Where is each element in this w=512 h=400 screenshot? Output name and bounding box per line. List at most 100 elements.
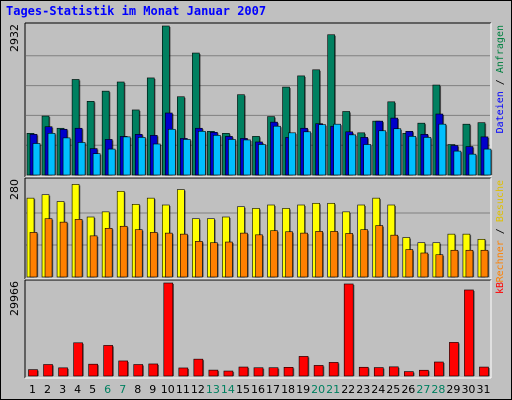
- bar-shadow: [130, 137, 132, 175]
- panel-top: 2932 Dateien / Anfragen: [8, 22, 506, 178]
- bar-shadow: [322, 232, 324, 277]
- legend-entry: Rechner: [495, 234, 506, 282]
- x-tick-label-day-17: 17: [266, 383, 280, 396]
- bar-shadow: [488, 368, 490, 376]
- bar-shadow: [109, 92, 111, 175]
- bar-shadow: [415, 137, 418, 175]
- bar-seiten-day-13: [213, 135, 221, 176]
- bar-seiten-day-8: [137, 137, 146, 176]
- bar-shadow: [340, 125, 342, 175]
- bar-kb-day-9: [148, 363, 159, 377]
- bar-shadow: [142, 365, 144, 376]
- bar-shadow: [262, 368, 265, 376]
- bar-rechner-day-22: [345, 233, 353, 278]
- bar-rechner-day-24: [375, 225, 384, 278]
- bar-shadow: [323, 366, 325, 376]
- bar-kb-day-18: [283, 367, 294, 377]
- bar-seiten-day-24: [378, 130, 387, 176]
- bar-rechner-day-28: [435, 254, 444, 278]
- x-tick-label-day-1: 1: [29, 383, 36, 396]
- bar-shadow: [262, 235, 264, 277]
- bar-shadow: [184, 190, 186, 277]
- bar-shadow: [412, 250, 415, 277]
- bar-kb-day-8: [133, 364, 144, 377]
- bar-shadow: [55, 134, 57, 175]
- bar-rechner-day-17: [270, 230, 278, 278]
- bar-shadow: [304, 76, 306, 175]
- x-tick-label-day-30: 30: [461, 383, 475, 396]
- bar-rechner-day-13: [210, 242, 218, 278]
- bar-shadow: [352, 234, 354, 277]
- bar-shadow: [112, 229, 114, 277]
- bar-seiten-day-31: [483, 148, 492, 176]
- bar-seiten-day-22: [348, 134, 356, 176]
- bar-shadow: [67, 223, 69, 277]
- panel-bottom-area: [25, 280, 491, 378]
- bar-shadow: [487, 251, 490, 277]
- bar-kb-day-30: [464, 289, 474, 377]
- bar-rechner-day-31: [480, 249, 489, 278]
- bar-rechner-day-21: [330, 231, 338, 278]
- bar-shadow: [427, 254, 430, 277]
- bar-shadow: [37, 370, 39, 376]
- bar-rechner-day-6: [104, 228, 113, 278]
- bar-shadow: [473, 290, 475, 376]
- bar-shadow: [97, 365, 99, 376]
- x-tick-label-day-19: 19: [296, 383, 310, 396]
- x-tick-label-day-26: 26: [401, 383, 415, 396]
- bar-shadow: [157, 233, 159, 277]
- legend-entry: kB: [495, 282, 506, 294]
- bar-shadow: [280, 127, 282, 175]
- series-rechner: [29, 218, 490, 278]
- bar-kb-day-6: [103, 345, 113, 377]
- bar-seiten-day-9: [152, 143, 161, 176]
- bar-kb-day-7: [118, 360, 128, 377]
- bar-kb-day-16: [253, 367, 264, 377]
- bar-shadow: [199, 54, 201, 175]
- bar-rechner-day-3: [59, 221, 68, 278]
- bar-kb-day-23: [358, 366, 369, 377]
- bar-shadow: [383, 368, 385, 376]
- bar-rechner-day-12: [195, 241, 203, 278]
- bar-shadow: [278, 368, 280, 376]
- bar-shadow: [127, 227, 129, 277]
- bar-shadow: [475, 155, 478, 175]
- bar-seiten-day-25: [393, 128, 402, 176]
- bar-rechner-day-29: [450, 249, 459, 278]
- bar-shadow: [145, 138, 147, 175]
- bar-shadow: [112, 346, 114, 376]
- bar-shadow: [460, 152, 463, 175]
- x-tick-label-day-22: 22: [341, 383, 355, 396]
- bar-kb-day-10: [163, 282, 174, 377]
- bar-seiten-day-17: [273, 125, 281, 176]
- bar-shadow: [325, 125, 327, 175]
- bar-shadow: [445, 125, 448, 175]
- bar-seiten-day-10: [167, 128, 176, 176]
- bar-kb-day-5: [88, 363, 98, 377]
- x-tick-label-day-14: 14: [221, 383, 235, 396]
- bar-shadow: [154, 78, 156, 175]
- bar-shadow: [79, 80, 81, 175]
- bar-kb-day-13: [208, 369, 219, 377]
- bar-shadow: [370, 145, 372, 175]
- legend-entry: Dateien: [495, 85, 506, 133]
- bar-shadow: [217, 371, 220, 376]
- legend-entry: Besuche: [495, 180, 506, 222]
- bar-kb-day-27: [419, 369, 429, 377]
- legend-entry: /: [495, 222, 506, 234]
- bar-kb-day-21: [328, 362, 339, 377]
- x-tick-label-day-12: 12: [191, 383, 205, 396]
- y-max-label-top: 2932: [8, 24, 21, 52]
- bar-seiten-day-1: [32, 143, 41, 176]
- x-tick-label-day-27: 27: [416, 383, 430, 396]
- bar-seiten-day-7: [122, 136, 131, 176]
- legend-entry: Anfragen: [495, 25, 506, 73]
- bar-kb-day-4: [73, 342, 83, 377]
- bar-kb-day-17: [268, 367, 279, 377]
- bar-kb-day-24: [373, 367, 384, 377]
- bar-shadow: [85, 143, 87, 175]
- bar-shadow: [385, 131, 387, 175]
- bar-rechner-day-30: [465, 249, 474, 278]
- bar-kb-day-25: [388, 366, 399, 377]
